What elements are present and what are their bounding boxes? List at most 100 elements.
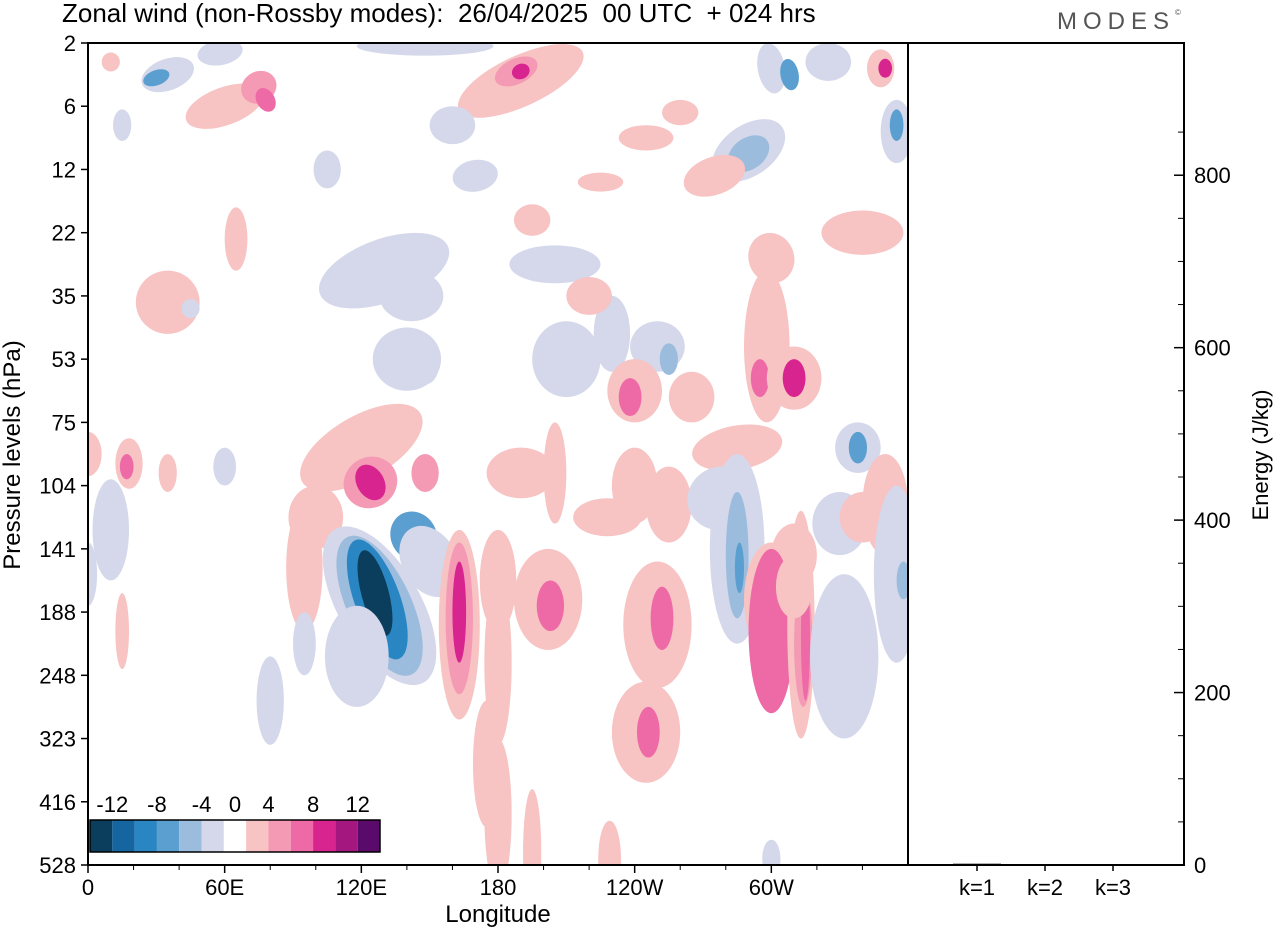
colorbar-cell — [156, 820, 180, 852]
x-tick-label: 180 — [480, 875, 517, 900]
y-tick-label: 12 — [52, 157, 76, 182]
energy-bar — [1021, 864, 1069, 866]
wind-contour — [748, 232, 795, 283]
wind-contour — [300, 403, 423, 492]
y-tick-label: 323 — [39, 727, 76, 752]
wind-contour — [618, 125, 674, 151]
wind-contour — [662, 99, 699, 126]
wind-contour — [181, 299, 200, 319]
wind-contour — [213, 447, 237, 486]
wind-contour — [92, 479, 129, 581]
wind-contour — [782, 359, 806, 398]
x-tick-label: 60W — [749, 875, 794, 900]
y-tick-label: 188 — [39, 600, 76, 625]
wind-contour — [650, 586, 674, 651]
wind-contour — [411, 346, 439, 385]
colorbar-label: 0 — [229, 792, 241, 817]
chart-title: Zonal wind (non-Rossby modes): 26/04/202… — [62, 0, 816, 28]
wind-contour — [762, 839, 781, 865]
energy-tick-label: 400 — [1194, 508, 1231, 533]
energy-axis-label: Energy (J/kg) — [1248, 390, 1273, 521]
y-tick-label: 248 — [39, 663, 76, 688]
x-axis-label: Longitude — [445, 901, 550, 928]
wind-contour — [484, 738, 512, 865]
wind-contour — [532, 321, 601, 398]
wind-contour — [878, 58, 893, 78]
wind-contour — [158, 454, 177, 492]
wind-contour — [88, 431, 102, 477]
wind-contour — [593, 295, 631, 372]
wind-contour — [411, 454, 439, 492]
wind-contour — [668, 371, 715, 423]
energy-category-label: k=3 — [1095, 875, 1131, 900]
wind-contour — [513, 204, 551, 236]
x-tick-label: 120E — [336, 875, 387, 900]
colorbar-cell — [134, 820, 157, 852]
energy-frame — [907, 42, 1185, 866]
y-tick-label: 53 — [52, 347, 76, 372]
colorbar-cell — [112, 820, 135, 852]
wind-contour — [568, 355, 587, 388]
wind-contour — [486, 447, 555, 499]
energy-category-label: k=1 — [959, 875, 995, 900]
colorbar-cell — [90, 820, 113, 852]
wind-contour — [873, 485, 908, 663]
energy-tick-label: 0 — [1194, 853, 1206, 878]
energy-panel: k=1 k=2 k=3 0 200 400 600 800 Energy (J/kg) — [907, 42, 1273, 900]
wind-contour — [821, 210, 904, 255]
wind-contour — [775, 555, 813, 619]
colorbar: -12 -8 -4 0 4 8 12 — [88, 780, 382, 854]
y-tick-label: 141 — [39, 537, 76, 562]
y-tick-label: 35 — [52, 284, 76, 309]
wind-contour — [683, 154, 746, 197]
colorbar-cell — [223, 820, 247, 852]
wind-contour — [101, 52, 120, 72]
colorbar-label: 12 — [345, 792, 369, 817]
colorbar-cell — [335, 820, 358, 852]
wind-contour — [692, 424, 783, 471]
wind-contours — [88, 43, 908, 865]
energy-bar — [1089, 864, 1137, 866]
wind-contour — [357, 550, 393, 637]
wind-contour — [452, 561, 467, 663]
wind-contour — [573, 498, 642, 537]
wind-contour — [659, 343, 678, 375]
colorbar-cell — [179, 820, 202, 852]
wind-contour — [896, 561, 908, 600]
wind-contour — [750, 359, 770, 398]
x-tick-label: 0 — [82, 875, 94, 900]
wind-contour — [197, 43, 243, 66]
wind-contour — [143, 69, 170, 87]
wind-contour — [636, 706, 660, 758]
wind-contour — [577, 172, 624, 192]
colorbar-frame — [89, 819, 381, 853]
colorbar-cell — [201, 820, 224, 852]
wind-contour — [566, 276, 612, 315]
wind-contour — [113, 109, 132, 142]
wind-contour — [484, 580, 512, 745]
wind-contour — [356, 43, 494, 56]
wind-contour — [889, 109, 904, 142]
energy-bar — [953, 863, 1001, 865]
wind-contour — [355, 464, 386, 501]
y-tick-label: 416 — [39, 790, 76, 815]
wind-contour — [511, 63, 530, 80]
y-tick-label: 75 — [52, 410, 76, 435]
wind-contour — [324, 605, 389, 707]
colorbar-label: 8 — [307, 792, 319, 817]
wind-contour — [509, 245, 601, 284]
wind-contour — [256, 656, 284, 745]
wind-contour — [255, 88, 276, 112]
y-tick-label: 528 — [39, 853, 76, 878]
wind-contour — [88, 542, 98, 606]
wind-contour — [848, 431, 868, 464]
wind-contour — [734, 542, 744, 594]
wind-contour — [115, 593, 129, 669]
wind-contour — [119, 454, 134, 480]
colorbar-label: -12 — [96, 792, 128, 817]
colorbar-label: -4 — [192, 792, 212, 817]
energy-tick-label: 200 — [1194, 681, 1231, 706]
wind-contour — [135, 270, 200, 334]
wind-contour — [598, 820, 621, 865]
